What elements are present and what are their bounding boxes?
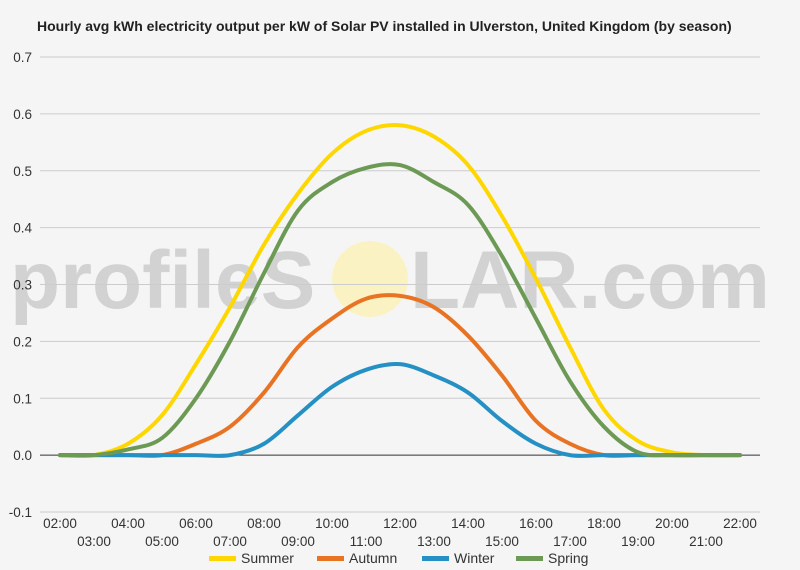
- series-line-summer[interactable]: [58, 123, 742, 458]
- legend-label: Summer: [241, 550, 294, 566]
- x-tick-label: 13:00: [417, 534, 451, 549]
- x-tick-label: 19:00: [621, 534, 655, 549]
- grid: [40, 56, 760, 513]
- y-tick-label: 0.2: [13, 334, 32, 349]
- y-tick-label: 0.5: [13, 164, 32, 179]
- legend-swatch: [516, 556, 543, 561]
- x-tick-label: 03:00: [77, 534, 111, 549]
- y-tick-label: 0.1: [13, 391, 32, 406]
- y-tick-label: 0.0: [13, 448, 32, 463]
- x-tick-label: 07:00: [213, 534, 247, 549]
- x-tick-label: 06:00: [179, 516, 213, 531]
- series-lines: [58, 123, 742, 458]
- chart-title: Hourly avg kWh electricity output per kW…: [37, 18, 732, 34]
- legend-label: Winter: [454, 550, 495, 566]
- x-tick-label: 08:00: [247, 516, 281, 531]
- y-tick-label: -0.1: [9, 505, 32, 520]
- x-tick-label: 22:00: [723, 516, 757, 531]
- x-tick-label: 10:00: [315, 516, 349, 531]
- watermark-text-left: profileS: [10, 235, 315, 326]
- y-tick-label: 0.4: [13, 221, 32, 236]
- x-tick-label: 16:00: [519, 516, 553, 531]
- y-tick-label: 0.6: [13, 107, 32, 122]
- legend-item-spring[interactable]: Spring: [516, 550, 588, 566]
- legend-swatch: [422, 556, 449, 561]
- legend-item-autumn[interactable]: Autumn: [317, 550, 397, 566]
- series-line-spring[interactable]: [58, 162, 742, 458]
- legend-item-winter[interactable]: Winter: [422, 550, 495, 566]
- legend-item-summer[interactable]: Summer: [209, 550, 294, 566]
- x-tick-label: 17:00: [553, 534, 587, 549]
- x-tick-label: 04:00: [111, 516, 145, 531]
- x-tick-label: 09:00: [281, 534, 315, 549]
- x-tick-label: 12:00: [383, 516, 417, 531]
- watermark-text-right: LAR.com: [410, 235, 770, 326]
- x-tick-label: 11:00: [350, 534, 383, 549]
- series-line-winter[interactable]: [58, 361, 742, 458]
- x-tick-label: 18:00: [587, 516, 621, 531]
- x-tick-label: 05:00: [145, 534, 179, 549]
- x-tick-label: 21:00: [689, 534, 723, 549]
- legend-label: Spring: [548, 550, 588, 566]
- x-tick-label: 15:00: [485, 534, 519, 549]
- legend-swatch: [317, 556, 344, 561]
- y-tick-label: 0.3: [13, 278, 32, 293]
- x-tick-label: 20:00: [655, 516, 689, 531]
- y-tick-label: 0.7: [13, 50, 32, 65]
- legend-swatch: [209, 556, 236, 561]
- x-tick-label: 14:00: [451, 516, 485, 531]
- watermark-sun-icon: [332, 241, 408, 317]
- legend: Summer Autumn Winter Spring: [209, 550, 588, 566]
- watermark: profileS LAR.com: [10, 235, 770, 326]
- legend-label: Autumn: [349, 550, 397, 566]
- x-tick-label: 02:00: [43, 516, 77, 531]
